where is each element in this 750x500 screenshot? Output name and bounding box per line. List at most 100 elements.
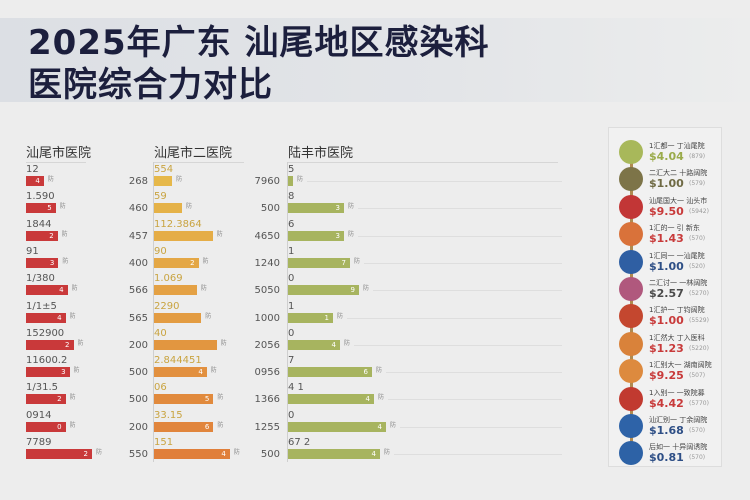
bar: 1 bbox=[288, 312, 333, 323]
bar-tag: 防 bbox=[220, 339, 227, 347]
legend-item: 1汇别大一 湖南阔院 $9.25 (507) bbox=[619, 359, 723, 385]
title-band bbox=[0, 18, 750, 102]
legend-item-sub: (5220) bbox=[689, 344, 709, 352]
axis-number: 1366 bbox=[254, 394, 280, 406]
grid-line bbox=[364, 262, 562, 264]
bar-tag: 防 bbox=[378, 394, 385, 402]
legend-item-name: 汕尾国大一 汕头市 bbox=[649, 196, 708, 205]
legend-dot-icon bbox=[619, 167, 643, 192]
page-title: 2025年广东 汕尾地区感染科 医院综合力对比 bbox=[28, 22, 489, 106]
bar-value-label: 90 bbox=[154, 245, 167, 257]
bar bbox=[154, 203, 183, 214]
legend-item: 汕尾国大一 汕头市 $9.50 (5942) bbox=[619, 194, 723, 221]
bar-tag: 防 bbox=[348, 203, 355, 211]
bar-tag: 防 bbox=[61, 230, 68, 238]
axis-number: 566 bbox=[128, 285, 148, 297]
legend-dot-icon bbox=[619, 277, 643, 301]
legend-dot-icon bbox=[619, 414, 643, 438]
legend-dot-icon bbox=[619, 222, 643, 247]
bar-inner-tag: 9 bbox=[350, 286, 355, 295]
axis-number: 7960 bbox=[254, 176, 280, 187]
bar: 2 bbox=[26, 449, 92, 459]
bar: 4 bbox=[26, 285, 68, 296]
bar bbox=[154, 285, 197, 296]
legend-item-name: 二汇讨一 一林阔院 bbox=[649, 279, 708, 287]
axis-number: 1240 bbox=[254, 257, 280, 269]
bar-inner-tag: 3 bbox=[335, 204, 340, 213]
bar-value-label: 0 bbox=[288, 409, 295, 421]
bar-value-label: 1.069 bbox=[154, 273, 183, 285]
axis-number: 2056 bbox=[254, 339, 280, 351]
bar: 4 bbox=[26, 176, 44, 186]
bar-tag: 防 bbox=[200, 285, 207, 293]
bar-inner-tag: 4 bbox=[221, 450, 226, 458]
bar-value-label: 112.3864 bbox=[154, 218, 202, 230]
bar-inner-tag: 2 bbox=[57, 395, 62, 404]
bar-value-label: 4 1 bbox=[288, 382, 304, 394]
title-line-2: 医院综合力对比 bbox=[28, 65, 273, 105]
bar-inner-tag: 6 bbox=[204, 422, 210, 431]
bar-tag: 防 bbox=[337, 312, 344, 320]
bar-inner-tag: 4 bbox=[35, 177, 40, 185]
bar-inner-tag: 4 bbox=[59, 286, 64, 295]
column-header-lufeng-hospital: 陆丰市医院 bbox=[288, 146, 354, 161]
bar: 4 bbox=[288, 339, 340, 350]
legend-item-price: $1.43 bbox=[649, 232, 684, 246]
axis-number: 4650 bbox=[254, 230, 280, 242]
bar-inner-tag: 6 bbox=[363, 368, 368, 377]
legend-item-price: $1.00 bbox=[649, 177, 684, 191]
legend-item: 1汇都一 丁汕尾院 $4.04 (879) bbox=[619, 140, 723, 166]
grid-line bbox=[386, 372, 562, 374]
legend-item-sub: (879) bbox=[689, 153, 706, 160]
bar-tag: 防 bbox=[73, 367, 80, 375]
bar-tag: 防 bbox=[69, 394, 76, 402]
legend-item-sub: (570) bbox=[689, 427, 706, 434]
grid-line bbox=[394, 454, 562, 455]
bar: 4 bbox=[288, 421, 386, 432]
legend-dot-icon bbox=[619, 331, 643, 356]
legend-item-price: $9.25 bbox=[649, 369, 684, 383]
legend-item-sub: (5270) bbox=[689, 290, 709, 297]
bar: 9 bbox=[288, 285, 359, 296]
legend-item: 汕汇别一 丁余阔院 $1.68 (570) bbox=[619, 414, 723, 440]
bar-inner-tag: 2 bbox=[65, 340, 70, 349]
bar-inner-tag: 5 bbox=[204, 395, 210, 404]
legend-item: 1汇护一 丁钧阔院 $1.00 (5529) bbox=[619, 304, 723, 330]
bar-inner-tag: 2 bbox=[190, 258, 195, 267]
legend-item-name: 1汇都一 丁汕尾院 bbox=[649, 142, 705, 150]
bar-value-label: 6 bbox=[288, 218, 295, 230]
bar-value-label: 152900 bbox=[26, 327, 65, 339]
bar: 2 bbox=[26, 394, 66, 405]
bar-value-label: 1/1±5 bbox=[26, 300, 57, 312]
legend-item-price: $1.00 bbox=[649, 314, 684, 328]
grid-line bbox=[307, 181, 562, 182]
bar: 4 bbox=[288, 449, 380, 459]
bar-inner-tag: 5 bbox=[47, 204, 52, 213]
axis-line bbox=[287, 162, 288, 462]
bar-tag: 防 bbox=[71, 285, 78, 293]
legend-item: 1汇然大 丁入医科 $1.23 (5220) bbox=[619, 331, 723, 358]
bar-inner-tag: 1 bbox=[324, 313, 329, 322]
legend-item-sub: (579) bbox=[689, 180, 706, 188]
bar-value-label: 1/380 bbox=[26, 273, 55, 285]
bar-value-label: 12 bbox=[26, 164, 39, 175]
axis-number: 460 bbox=[128, 203, 148, 215]
legend-item-sub: (5529) bbox=[689, 317, 709, 325]
bar-inner-tag: 4 bbox=[331, 340, 336, 349]
bar: 3 bbox=[26, 367, 70, 378]
bar-value-label: 59 bbox=[154, 191, 167, 203]
axis-number: 1255 bbox=[254, 421, 280, 433]
bar: 7 bbox=[288, 257, 350, 268]
legend-item-sub: (5770) bbox=[689, 399, 709, 407]
grid-line bbox=[388, 399, 562, 401]
bar-inner-tag: 3 bbox=[61, 368, 66, 377]
bar: 6 bbox=[288, 367, 372, 378]
grid-line bbox=[347, 317, 562, 319]
bar-value-label: 1 bbox=[288, 300, 295, 312]
bar-tag: 防 bbox=[344, 339, 351, 347]
grid-line bbox=[358, 208, 562, 210]
bar-value-label: 91 bbox=[26, 245, 39, 257]
column-top-rule bbox=[26, 162, 86, 163]
bar-inner-tag: 7 bbox=[341, 258, 346, 267]
bar-tag: 防 bbox=[96, 449, 103, 456]
